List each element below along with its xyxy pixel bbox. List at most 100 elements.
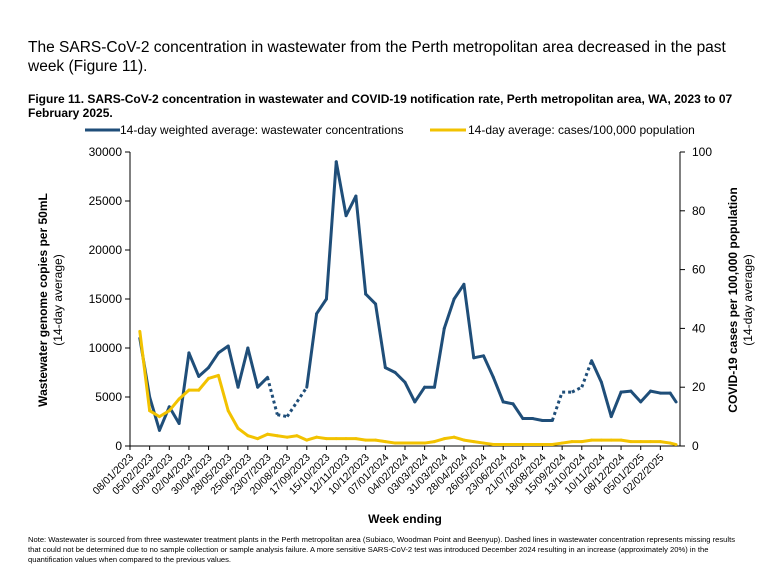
wastewater-line-segment <box>285 401 299 418</box>
wastewater-line-segment <box>207 351 220 370</box>
wastewater-line-segment <box>266 377 279 416</box>
x-axis-label: Week ending <box>368 512 442 526</box>
wastewater-line-segment <box>344 194 358 218</box>
y-tick-label: 10000 <box>89 341 123 355</box>
wastewater-line-segment <box>295 386 309 403</box>
y-axis-label-sub: (14-day average) <box>51 254 65 345</box>
x-ticks: 08/01/202305/02/202305/03/202302/04/2023… <box>90 446 667 497</box>
wastewater-line-segment <box>668 391 678 404</box>
wastewater-line-segment <box>177 351 191 425</box>
cases-line-segment <box>226 409 240 430</box>
wastewater-line-segment <box>599 380 613 419</box>
figure-title: Figure 11. SARS-CoV-2 concentration in w… <box>28 92 733 120</box>
cases-line-segment <box>442 435 456 441</box>
wastewater-line-segment <box>236 346 250 389</box>
cases-line-segment <box>482 441 495 447</box>
footnote: Note: Wastewater is sourced from three w… <box>28 535 735 564</box>
y-tick-label: 25000 <box>89 194 123 208</box>
cases-line-segment <box>138 329 152 413</box>
wastewater-line-segment <box>629 389 643 404</box>
wastewater-line-segment <box>571 385 583 394</box>
wastewater-line-segment <box>246 346 260 389</box>
y-ticks-left: 0 5000 10000 15000 20000 25000 30000 <box>89 145 130 453</box>
y-tick-label: 15000 <box>89 292 123 306</box>
y-tick-label: 20000 <box>89 243 123 257</box>
wastewater-line-segment <box>590 359 603 384</box>
y2-tick-label: 0 <box>692 439 699 453</box>
cases-line-segment <box>423 440 436 445</box>
wastewater-line-segment <box>364 292 378 306</box>
series <box>138 160 678 447</box>
wastewater-line-segment <box>187 351 201 378</box>
cases-line-segment <box>550 441 564 447</box>
wastewater-line-segment <box>501 400 515 406</box>
y2-tick-label: 100 <box>692 145 712 159</box>
y2-tick-label: 60 <box>692 263 706 277</box>
cases-line-segment <box>305 435 319 442</box>
y-axis-label: Wastewater genome copies per 50mL <box>36 193 50 407</box>
y-tick-label: 30000 <box>89 145 123 159</box>
cases-line-segment <box>462 438 476 444</box>
wastewater-line-segment <box>277 413 288 419</box>
cases-line-segment <box>275 434 289 439</box>
cases-line-segment <box>246 434 260 441</box>
cases-line-segment <box>266 432 279 438</box>
wastewater-line-segment <box>550 391 564 422</box>
cases-line-segment <box>354 437 368 442</box>
y-tick-label: 0 <box>115 439 122 453</box>
wastewater-line-segment <box>442 297 456 330</box>
wastewater-line-segment <box>315 297 328 316</box>
cases-line-segment <box>452 435 466 442</box>
wastewater-line-segment <box>334 160 348 218</box>
wastewater-line-segment <box>639 389 653 404</box>
intro-text: The SARS-CoV-2 concentration in wastewat… <box>28 39 726 75</box>
cases-line-segment <box>560 440 574 445</box>
cases-line-segment <box>432 437 446 444</box>
cases-line-segment <box>658 440 672 445</box>
wastewater-line-segment <box>580 360 594 388</box>
wastewater-line-segment <box>462 282 476 360</box>
cases-line-segment <box>216 373 230 413</box>
legend-label-wastewater: 14-day weighted average: wastewater conc… <box>120 123 404 137</box>
y2-tick-label: 20 <box>692 380 706 394</box>
cases-line-segment <box>374 438 387 444</box>
wastewater-line-segment <box>511 402 525 421</box>
cases-line-segment <box>256 432 269 441</box>
cases-line-segment <box>148 409 161 419</box>
cases-line-segment <box>197 376 211 392</box>
cases-line-segment <box>580 438 594 444</box>
wastewater-line-segment <box>649 389 662 395</box>
wastewater-line-segment <box>393 371 407 384</box>
y2-axis-label-sub: (14-day average) <box>741 254 755 345</box>
axes <box>129 152 681 447</box>
y2-tick-label: 40 <box>692 321 706 335</box>
wastewater-line-segment <box>324 160 338 301</box>
wastewater-line-segment <box>403 380 417 404</box>
wastewater-line-segment <box>354 194 368 296</box>
wastewater-line-segment <box>531 417 544 423</box>
wastewater-line-segment <box>609 390 623 419</box>
wastewater-line-segment <box>619 389 633 394</box>
cases-line-segment <box>157 409 171 419</box>
wastewater-line-segment <box>197 366 211 378</box>
wastewater-line-segment <box>413 385 427 404</box>
wastewater-line-segment <box>226 344 240 389</box>
y2-axis-label: COVID-19 cases per 100,000 population <box>726 187 740 412</box>
wastewater-line-segment <box>472 354 486 360</box>
legend-label-cases: 14-day average: cases/100,000 population <box>468 123 695 137</box>
wastewater-line-segment <box>432 326 446 389</box>
wastewater-line-segment <box>491 375 505 404</box>
cases-line-segment <box>619 438 633 444</box>
cases-line-segment <box>285 434 299 439</box>
cases-line-segment <box>668 441 678 447</box>
wastewater-line-segment <box>305 312 319 389</box>
wastewater-line-segment <box>482 354 495 379</box>
cases-line-segment <box>207 373 220 380</box>
cases-line-segment <box>472 440 486 445</box>
wastewater-line-segment <box>452 282 466 301</box>
wastewater-line-segment <box>216 344 230 355</box>
cases-line-segment <box>383 440 397 445</box>
wastewater-line-segment <box>383 366 397 374</box>
cases-line-segment <box>295 434 309 442</box>
